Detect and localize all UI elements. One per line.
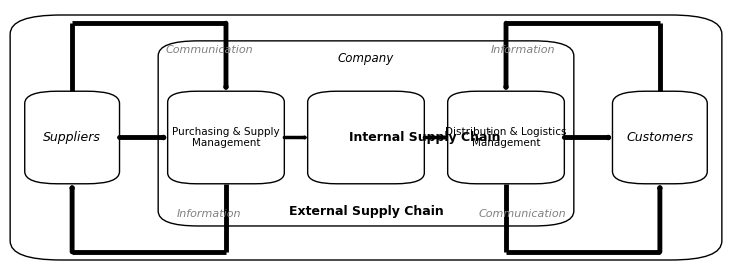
FancyBboxPatch shape (10, 15, 722, 260)
Text: External Supply Chain: External Supply Chain (288, 205, 444, 218)
Text: Purchasing & Supply
Management: Purchasing & Supply Management (172, 127, 280, 148)
Text: Internal Supply Chain: Internal Supply Chain (348, 131, 500, 144)
FancyBboxPatch shape (448, 91, 564, 184)
Text: Company: Company (338, 52, 394, 65)
Text: Communication: Communication (165, 45, 253, 55)
Text: Suppliers: Suppliers (43, 131, 101, 144)
Text: Customers: Customers (627, 131, 693, 144)
Text: Information: Information (177, 209, 242, 219)
Text: Communication: Communication (479, 209, 567, 219)
Text: Information: Information (490, 45, 555, 55)
FancyBboxPatch shape (168, 91, 284, 184)
FancyBboxPatch shape (158, 41, 574, 226)
Text: Distribution & Logistics
Management: Distribution & Logistics Management (445, 127, 567, 148)
FancyBboxPatch shape (307, 91, 425, 184)
FancyBboxPatch shape (25, 91, 119, 184)
FancyBboxPatch shape (613, 91, 707, 184)
